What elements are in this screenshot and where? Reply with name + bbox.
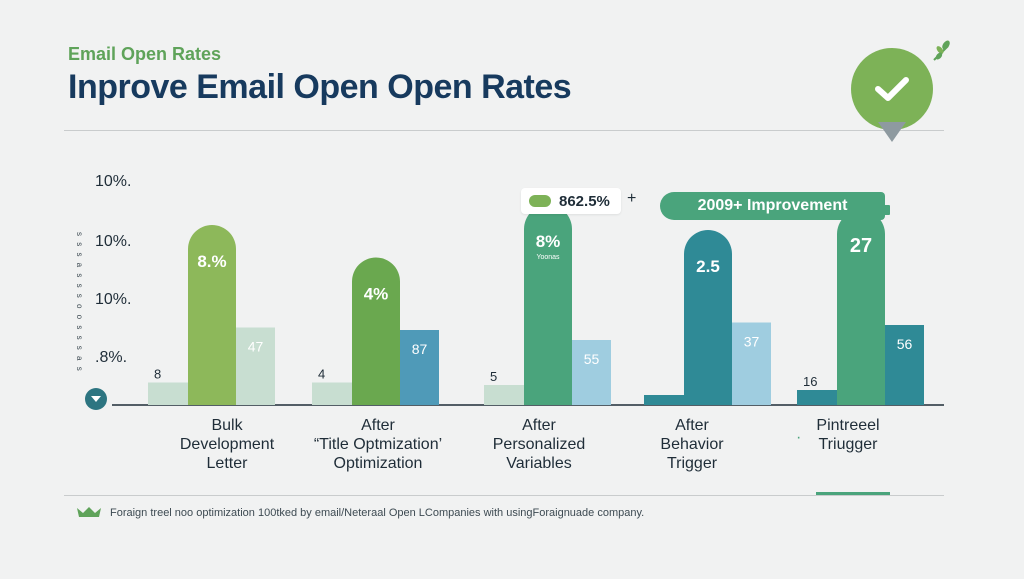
bar-main-base-4 [684, 375, 732, 405]
category-label: Behavior [660, 436, 724, 453]
improvement-badge-tab [872, 205, 890, 215]
category-label: After [361, 417, 395, 434]
bar-side-label: 56 [897, 336, 913, 352]
y-axis-side-marks: s s s a s s s o o s s s a s [75, 232, 84, 373]
chart-subtitle: Email Open Rates [68, 44, 222, 64]
bar-baseline-4 [644, 395, 684, 405]
bar-main-5 [837, 210, 885, 405]
footer-divider [64, 495, 944, 496]
bar-main-base-2 [352, 375, 400, 405]
category-label: “Title Optmization’ [314, 436, 442, 453]
improvement-badge: 2009+ Improvement [660, 192, 885, 220]
bar-baseline-2 [312, 382, 352, 405]
bar-side-5 [885, 325, 924, 405]
bar-main-label: 8% [536, 232, 561, 251]
footer-note: Foraign treel noo optimization 100tked b… [110, 507, 645, 519]
bar-side-2 [400, 330, 439, 405]
bar-baseline-5 [797, 390, 837, 405]
bar-baseline-3 [484, 385, 524, 405]
bar-main-sublabel: Yoonas [536, 254, 560, 261]
bar-side-label: 37 [744, 334, 760, 350]
leaf-sprig-icon [933, 40, 950, 61]
category-label: After [675, 417, 709, 434]
title-divider [64, 130, 944, 131]
category-label: Personalized [493, 436, 586, 453]
callout-value: 862.5% [521, 188, 621, 214]
category-label: After [522, 417, 556, 434]
callout-value-text: 862.5% [559, 192, 610, 210]
y-tick-label: 10%. [95, 173, 131, 190]
bar-side-label: 47 [248, 339, 264, 355]
y-tick-label: 10%. [95, 233, 131, 250]
category-bullet-icon: · [796, 429, 801, 446]
bar-side-3 [572, 340, 611, 405]
badge-pointer [878, 122, 906, 142]
bar-baseline-label: 16 [803, 374, 817, 389]
bar-main-4 [684, 230, 732, 405]
bar-side-label: 87 [412, 341, 428, 357]
check-badge [851, 48, 933, 150]
category-label: Variables [506, 455, 572, 472]
category-label: Development [180, 436, 275, 453]
bar-main-1 [188, 225, 236, 405]
chart-title: Inprove Email Open Open Rates [68, 68, 572, 106]
bar-main-label: 2.5 [696, 257, 720, 276]
bar-baseline-label: 8 [154, 367, 161, 382]
crown-icon [77, 507, 101, 517]
y-tick-label: 10%. [95, 291, 131, 308]
callout-pill-icon [529, 195, 551, 207]
bar-side-label: 55 [584, 351, 600, 367]
category-label: Optimization [334, 455, 423, 472]
check-circle-icon [851, 48, 933, 130]
bar-baseline-label: 5 [490, 369, 497, 384]
bar-main-label: 4% [364, 285, 389, 304]
bar-main-3 [524, 205, 572, 405]
category-label: Triugger [819, 436, 879, 453]
bar-main-label: 8.% [197, 252, 226, 271]
bar-baseline-1 [148, 382, 188, 405]
category-label: Letter [207, 455, 249, 472]
bar-main-base-3 [524, 375, 572, 405]
bar-main-base-1 [188, 375, 236, 405]
category-label: Trigger [667, 455, 718, 472]
bar-side-4 [732, 322, 771, 405]
bar-main-label: 27 [850, 235, 872, 257]
scroll-down-button[interactable] [85, 388, 107, 410]
category-label: Pintreeel [816, 417, 879, 434]
bar-main-2 [352, 257, 400, 405]
bar-side-1 [236, 327, 275, 405]
bar-baseline-label: 4 [318, 367, 325, 382]
bar-main-base-5 [837, 375, 885, 405]
chevron-down-icon [91, 396, 101, 402]
y-tick-label: .8%. [95, 349, 127, 366]
footer-divider-accent [816, 492, 890, 495]
callout-plus: + [627, 190, 637, 207]
category-label: Bulk [211, 417, 243, 434]
